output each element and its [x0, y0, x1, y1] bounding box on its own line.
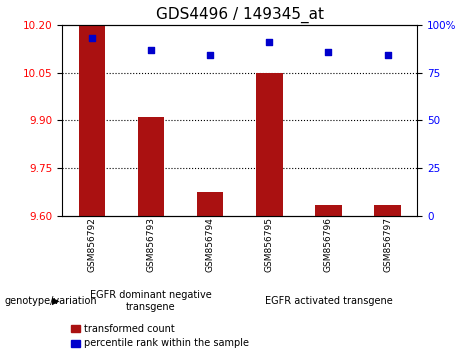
Text: percentile rank within the sample: percentile rank within the sample: [84, 338, 249, 348]
Point: [88, 35, 95, 41]
Text: EGFR activated transgene: EGFR activated transgene: [265, 296, 392, 306]
Point: [148, 47, 155, 52]
Bar: [315, 205, 342, 216]
Bar: [374, 205, 401, 216]
Text: ▶: ▶: [53, 296, 60, 306]
Bar: [78, 25, 105, 216]
Point: [207, 52, 214, 58]
Text: GSM856793: GSM856793: [147, 217, 155, 272]
Bar: [197, 192, 224, 216]
Text: GSM856792: GSM856792: [87, 217, 96, 272]
Bar: [138, 117, 164, 216]
Point: [384, 52, 391, 58]
Point: [266, 39, 273, 45]
Bar: [256, 73, 283, 216]
Text: EGFR dominant negative
transgene: EGFR dominant negative transgene: [90, 290, 212, 312]
Point: [325, 49, 332, 55]
Text: GSM856797: GSM856797: [383, 217, 392, 272]
Text: GSM856795: GSM856795: [265, 217, 274, 272]
Title: GDS4496 / 149345_at: GDS4496 / 149345_at: [156, 7, 324, 23]
Text: genotype/variation: genotype/variation: [5, 296, 97, 306]
Text: transformed count: transformed count: [84, 324, 175, 333]
Text: GSM856794: GSM856794: [206, 217, 215, 272]
Text: GSM856796: GSM856796: [324, 217, 333, 272]
